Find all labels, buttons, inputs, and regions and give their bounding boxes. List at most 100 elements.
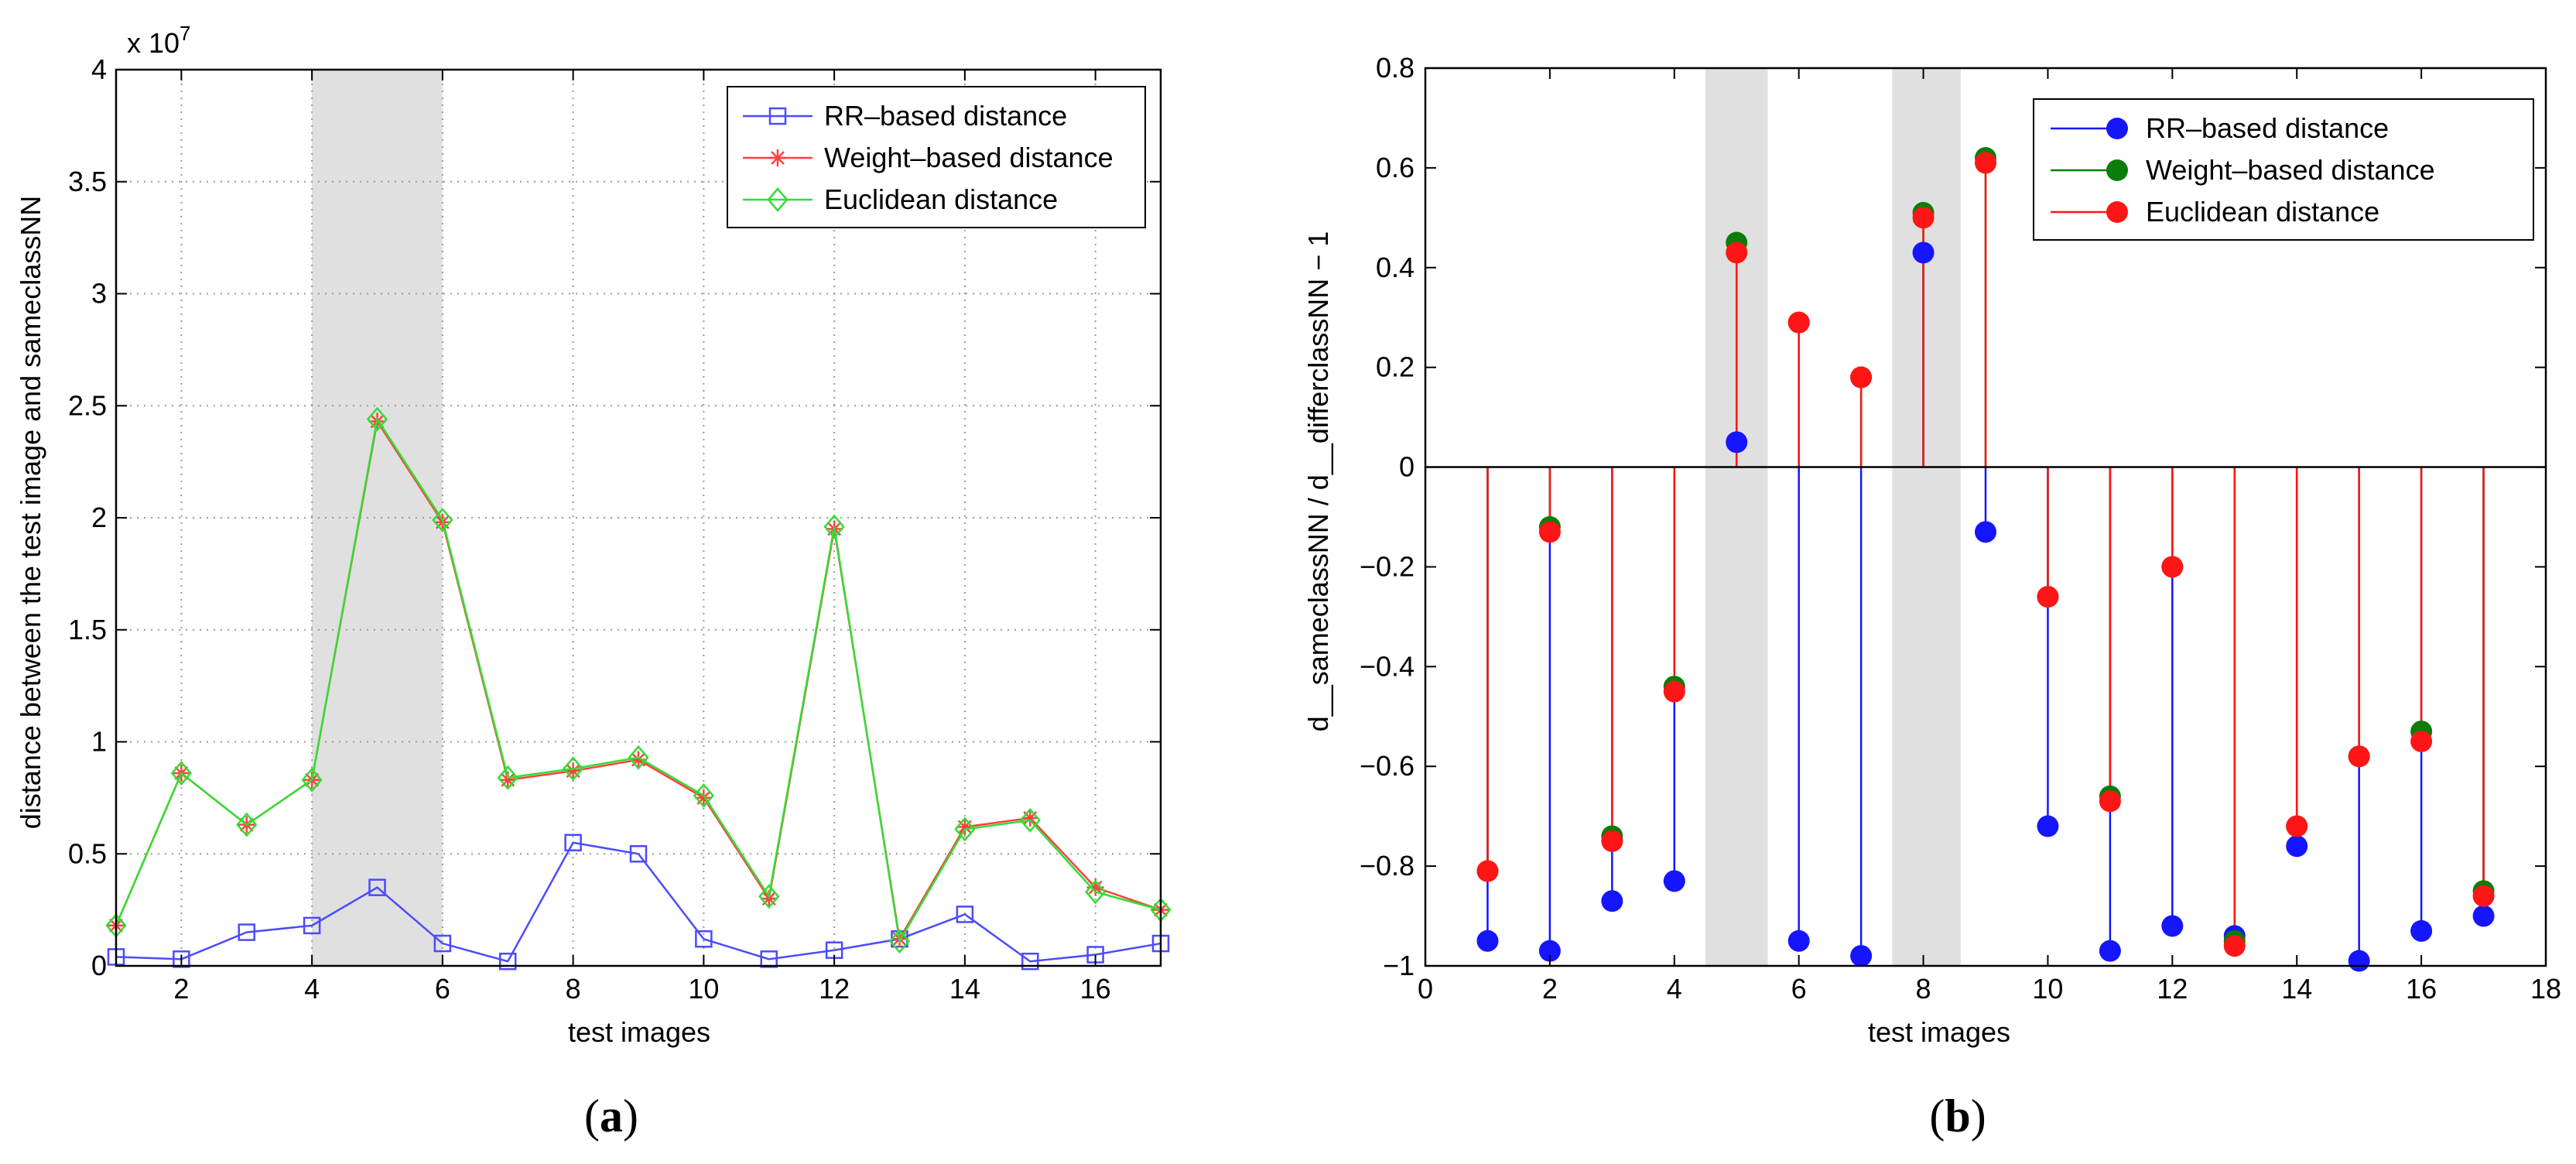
y-tick-label-0: −1 [1383, 950, 1415, 981]
chart-a-series [105, 406, 1172, 971]
data-point-rr-based-distance-3 [1601, 890, 1623, 912]
data-point-euclidean-distance-2 [1538, 521, 1561, 543]
chart-a-x-axis-label: test images [568, 1016, 710, 1048]
data-point-euclidean-distance-5 [1726, 241, 1748, 264]
data-point-weight-based-distance-14 [956, 818, 973, 836]
y-tick-label-2: −0.6 [1360, 750, 1415, 782]
y-tick-label-1: −0.8 [1360, 850, 1415, 882]
data-point-euclidean-distance-10 [2037, 586, 2059, 608]
y-tick-label-0: 0 [91, 950, 107, 981]
data-point-rr-based-distance-14 [2286, 835, 2308, 858]
data-point-euclidean-distance-3 [1601, 830, 1623, 852]
data-point-euclidean-distance-10 [693, 783, 715, 808]
x-tick-label-12: 12 [2157, 973, 2188, 1005]
x-tick-label-10: 10 [2032, 973, 2063, 1005]
x-tick-label-8: 8 [1916, 973, 1931, 1005]
y-tick-label-7: 0.4 [1376, 252, 1415, 283]
x-tick-label-6: 6 [1791, 973, 1807, 1005]
data-point-euclidean-distance-12 [2161, 556, 2184, 578]
data-point-weight-based-distance-7 [499, 771, 517, 789]
x-tick-label-0: 0 [1418, 973, 1433, 1005]
data-point-weight-based-distance-10 [695, 789, 713, 806]
data-point-rr-based-distance-15 [2348, 950, 2370, 972]
legend-label-weight-based-distance: Weight–based distance [824, 142, 1114, 173]
data-point-rr-based-distance-2 [173, 950, 190, 968]
data-point-rr-based-distance-17 [2472, 905, 2495, 927]
shaded-region-0 [1705, 68, 1768, 966]
data-point-rr-based-distance-5 [368, 878, 386, 896]
data-point-euclidean-distance-4 [301, 767, 323, 793]
data-point-euclidean-distance-14 [2286, 815, 2308, 837]
x-tick-label-2: 2 [173, 973, 189, 1005]
data-point-euclidean-distance-5 [366, 406, 388, 432]
data-point-euclidean-distance-13 [888, 929, 911, 954]
data-point-euclidean-distance-12 [823, 514, 845, 539]
y-tick-label-3: 1.5 [68, 614, 107, 645]
x-tick-label-14: 14 [949, 973, 980, 1005]
chart-a-y-axis-label: distance between the test image and same… [15, 196, 46, 829]
data-point-weight-based-distance-16 [1086, 878, 1104, 896]
x-tick-label-14: 14 [2281, 973, 2312, 1005]
data-point-rr-based-distance-9 [1975, 521, 1996, 543]
legend-label-euclidean-distance: Euclidean distance [2146, 196, 2379, 228]
data-point-rr-based-distance-11 [760, 950, 778, 968]
x-tick-label-8: 8 [566, 973, 581, 1005]
y-tick-label-5: 0 [1399, 451, 1415, 483]
y-tick-label-8: 0.6 [1376, 152, 1415, 183]
data-point-rr-based-distance-15 [1021, 952, 1039, 971]
data-point-rr-based-distance-16 [2410, 919, 2433, 942]
data-point-euclidean-distance-7 [497, 765, 518, 790]
chart-a-exponent-label: x 107 [127, 22, 191, 59]
legend-marker-weight-based-distance [769, 149, 786, 166]
chart-b-frame [1424, 67, 2547, 967]
y-tick-label-9: 0.8 [1376, 52, 1415, 84]
data-point-rr-based-distance-6 [1787, 929, 1810, 952]
x-tick-label-2: 2 [1542, 973, 1558, 1005]
data-point-euclidean-distance-9 [628, 745, 649, 770]
legend-marker-rr-based-distance [768, 107, 787, 125]
y-tick-label-5: 2.5 [68, 389, 107, 421]
y-tick-label-8: 4 [91, 53, 107, 85]
data-point-rr-based-distance-7 [499, 952, 517, 971]
legend-label-rr-based-distance: RR–based distance [824, 100, 1067, 132]
data-point-weight-based-distance-8 [564, 762, 582, 780]
data-point-euclidean-distance-11 [758, 884, 780, 909]
legend-label-rr-based-distance: RR–based distance [2146, 112, 2389, 144]
series-euclidean-distance [1486, 163, 2485, 947]
x-tick-label-12: 12 [819, 973, 850, 1005]
legend-marker-rr-based-distance [2106, 118, 2128, 139]
y-tick-label-1: 0.5 [68, 837, 107, 869]
chart-b-legend: RR–based distance Weight–based distance Eu… [2033, 98, 2534, 241]
data-point-euclidean-distance-8 [1912, 207, 1935, 229]
data-point-rr-based-distance-4 [1663, 870, 1685, 892]
x-tick-label-10: 10 [688, 973, 719, 1005]
legend-marker-euclidean-distance [767, 187, 789, 212]
data-point-rr-based-distance-9 [629, 845, 648, 863]
chart-a-ticks: 2 4 6 8 10 12 14 16 0 0.5 1 1.5 2 2.5 3 3.5 4 [68, 53, 1161, 1005]
data-point-weight-based-distance-11 [760, 890, 778, 908]
x-tick-label-4: 4 [1667, 973, 1682, 1005]
chart-b-shaded-regions [1705, 68, 1961, 966]
x-tick-label-16: 16 [1080, 973, 1111, 1005]
y-tick-label-4: 2 [91, 502, 107, 533]
data-point-euclidean-distance-4 [1663, 680, 1685, 703]
legend-label-euclidean-distance: Euclidean distance [824, 183, 1058, 215]
y-tick-label-7: 3.5 [68, 166, 107, 197]
data-point-rr-based-distance-10 [2037, 815, 2059, 837]
data-point-euclidean-distance-9 [1975, 152, 1996, 174]
y-tick-label-6: 3 [91, 278, 107, 310]
data-point-weight-based-distance-15 [1021, 809, 1039, 827]
chart-a-legend: RR–based distance Weight–based distance Eu… [727, 86, 1146, 228]
data-point-euclidean-distance-2 [170, 761, 193, 786]
chart-b-x-axis-label: test images [1868, 1016, 2010, 1048]
legend-marker-euclidean-distance [2106, 201, 2128, 223]
data-point-rr-based-distance-8 [564, 834, 582, 852]
legend-label-weight-based-distance: Weight–based distance [2146, 154, 2435, 186]
chart-b-axes [1424, 67, 2547, 967]
data-point-euclidean-distance-15 [1019, 807, 1041, 833]
data-point-rr-based-distance-10 [695, 930, 713, 948]
data-point-euclidean-distance-3 [236, 812, 258, 837]
y-tick-label-3: −0.4 [1360, 650, 1415, 682]
data-point-rr-based-distance-6 [433, 934, 452, 953]
